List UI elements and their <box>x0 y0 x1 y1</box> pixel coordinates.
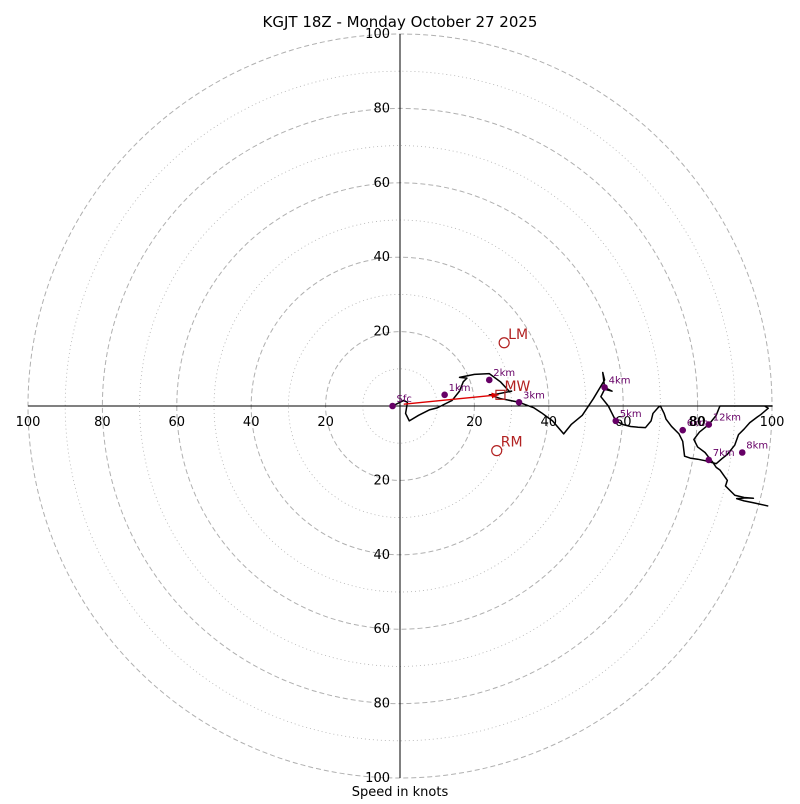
x-tick-label: 100 <box>16 415 41 430</box>
x-tick-label: 40 <box>243 415 260 430</box>
mean-wind-arrow <box>403 392 499 405</box>
storm-marker-label: MW <box>504 379 530 395</box>
x-tick-label: 60 <box>169 415 186 430</box>
storm-marker-circle <box>491 445 503 457</box>
height-marker-label: 8km <box>746 441 768 452</box>
height-marker-dot <box>515 398 523 406</box>
x-axis-label: Speed in knots <box>352 785 449 800</box>
height-marker-label: 7km <box>713 448 735 459</box>
height-marker-dot <box>679 426 687 434</box>
height-marker-dot <box>705 456 713 464</box>
height-markers: Sfc 1km 2km 3km 4km 5km 6km 7km 8km 12km <box>389 368 768 464</box>
height-marker-label: 3km <box>523 390 545 401</box>
height-marker-dot <box>389 402 396 410</box>
y-tick-label: 60 <box>373 622 390 637</box>
y-tick-label: 20 <box>373 473 390 488</box>
height-marker-dot <box>601 384 608 391</box>
y-tick-label: 100 <box>365 771 390 786</box>
storm-marker-label: LM <box>508 327 528 343</box>
y-tick-label: 20 <box>373 325 390 340</box>
storm-marker-circle <box>498 337 510 349</box>
wind-trace-line <box>392 371 773 507</box>
height-marker-dot <box>612 417 620 425</box>
height-marker-label: 2km <box>493 368 515 379</box>
y-tick-label: 40 <box>373 548 390 563</box>
height-marker-label: Sfc <box>397 394 412 405</box>
y-tick-label: 80 <box>373 101 390 116</box>
axes <box>28 34 772 778</box>
y-tick-label: 40 <box>373 250 390 265</box>
x-tick-label: 40 <box>541 415 558 430</box>
extra-ring-label: 80 <box>689 415 706 430</box>
height-marker-label: 4km <box>609 375 631 386</box>
x-tick-label: 20 <box>317 415 334 430</box>
x-tick-label: 20 <box>466 415 483 430</box>
height-marker-label: 1km <box>449 383 471 394</box>
storm-motion-markers: LM RM MW 80 <box>491 327 706 457</box>
wind-trace <box>392 371 773 507</box>
x-tick-label: 80 <box>689 415 706 430</box>
tick-labels: 100 80 60 40 20 20 40 60 80 100100806040202040608… <box>16 27 785 786</box>
y-tick-label: 100 <box>365 27 390 42</box>
height-marker-label: 6km <box>687 418 709 429</box>
height-marker-dot <box>738 449 746 456</box>
y-tick-label: 80 <box>373 697 390 712</box>
chart-title: KGJT 18Z - Monday October 27 2025 <box>263 13 538 31</box>
height-marker-dot <box>485 376 493 384</box>
height-marker-dot <box>705 421 713 428</box>
x-tick-label: 80 <box>94 415 111 430</box>
mean-wind-arrow-group <box>403 392 499 405</box>
height-marker-dot <box>441 391 448 399</box>
storm-marker-square <box>495 389 506 400</box>
height-marker-label: 5km <box>620 409 642 420</box>
x-tick-label: 100 <box>760 415 785 430</box>
storm-marker-label: RM <box>501 435 523 451</box>
y-tick-label: 60 <box>373 176 390 191</box>
height-marker-label: 12km <box>713 413 741 424</box>
